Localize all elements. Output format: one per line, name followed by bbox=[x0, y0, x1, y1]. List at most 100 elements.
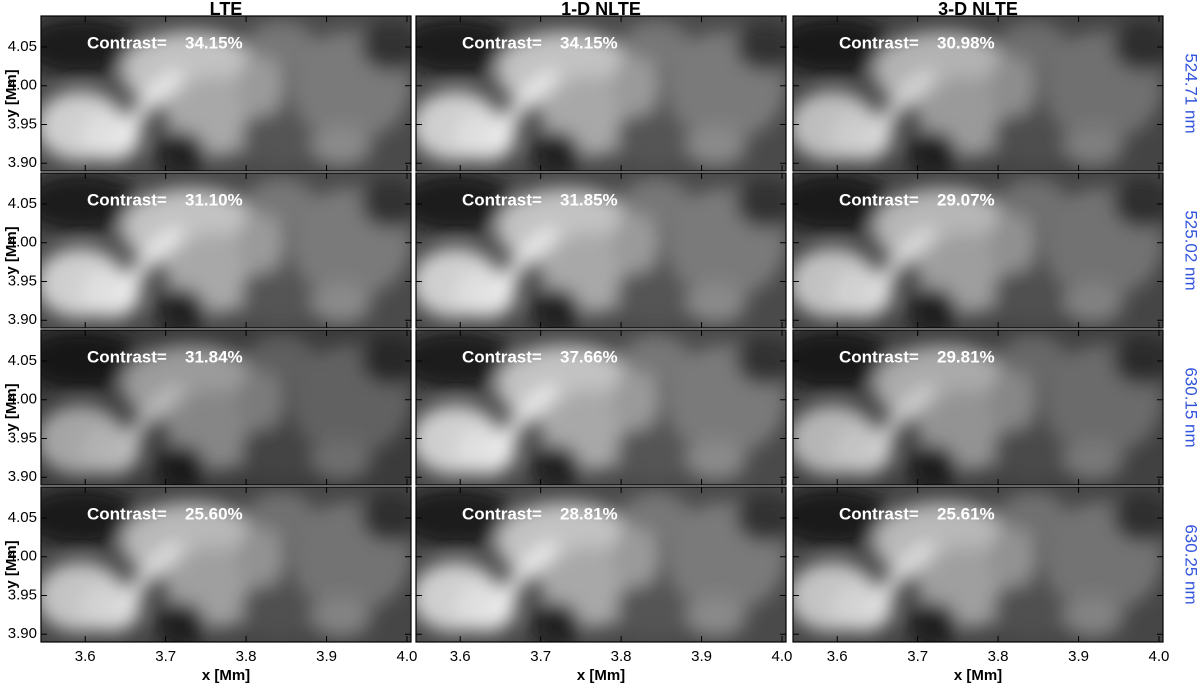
panel-frame bbox=[792, 172, 1164, 329]
y-tick-label: 3.90 bbox=[8, 625, 37, 642]
x-tick-label: 3.9 bbox=[691, 648, 712, 665]
contrast-label: Contrast= bbox=[839, 33, 919, 52]
contrast-label: Contrast= bbox=[462, 347, 542, 366]
panel: Contrast= 29.81% bbox=[792, 329, 1164, 486]
panel: Contrast= 31.10% bbox=[40, 172, 412, 329]
contrast-value: 28.81% bbox=[560, 504, 618, 523]
contrast-label: Contrast= bbox=[462, 504, 542, 523]
y-tick-label: 4.05 bbox=[8, 195, 37, 212]
image-shade bbox=[793, 487, 1163, 642]
panel: Contrast= 25.61% bbox=[792, 486, 1164, 643]
panel: Contrast= 34.15% bbox=[415, 15, 787, 172]
column-title: 3-D NLTE bbox=[938, 0, 1018, 19]
x-tick-label: 3.6 bbox=[75, 648, 96, 665]
column-title: 1-D NLTE bbox=[561, 0, 641, 19]
x-tick-label: 3.9 bbox=[1068, 648, 1089, 665]
contrast-label: Contrast= bbox=[87, 33, 167, 52]
y-axis-label: y [Mm] bbox=[3, 540, 20, 588]
x-tick-label: 3.6 bbox=[827, 648, 848, 665]
contrast-label: Contrast= bbox=[839, 347, 919, 366]
image-shade bbox=[793, 173, 1163, 328]
panel: Contrast= 30.98% bbox=[792, 15, 1164, 172]
panel-frame bbox=[40, 172, 412, 329]
x-tick-label: 3.9 bbox=[316, 648, 337, 665]
image-shade bbox=[793, 330, 1163, 485]
x-tick-label: 3.7 bbox=[907, 648, 928, 665]
panel-frame bbox=[40, 486, 412, 643]
panel-frame bbox=[415, 329, 787, 486]
contrast-value: 37.66% bbox=[560, 347, 618, 366]
contrast-label: Contrast= bbox=[839, 504, 919, 523]
y-tick-label: 4.00 bbox=[8, 391, 37, 408]
y-tick-label: 3.95 bbox=[8, 115, 37, 132]
image-shade bbox=[41, 487, 411, 642]
panel: Contrast= 31.84% bbox=[40, 329, 412, 486]
x-tick-label: 3.7 bbox=[530, 648, 551, 665]
panel-frame bbox=[415, 15, 787, 172]
y-tick-label: 4.05 bbox=[8, 352, 37, 369]
panel: Contrast= 34.15% bbox=[40, 15, 412, 172]
x-axis-label: x [Mm] bbox=[577, 667, 625, 684]
contrast-value: 25.60% bbox=[185, 504, 243, 523]
x-tick-label: 3.8 bbox=[236, 648, 257, 665]
y-tick-label: 3.95 bbox=[8, 429, 37, 446]
panel: Contrast= 28.81% bbox=[415, 486, 787, 643]
contrast-value: 25.61% bbox=[937, 504, 995, 523]
panel-frame bbox=[792, 15, 1164, 172]
panel: Contrast= 25.60% bbox=[40, 486, 412, 643]
contrast-label: Contrast= bbox=[87, 190, 167, 209]
y-tick-label: 3.95 bbox=[8, 272, 37, 289]
contrast-value: 31.10% bbox=[185, 190, 243, 209]
contrast-value: 34.15% bbox=[560, 33, 618, 52]
contrast-label: Contrast= bbox=[839, 190, 919, 209]
y-tick-label: 3.90 bbox=[8, 468, 37, 485]
x-tick-label: 3.7 bbox=[155, 648, 176, 665]
panel: Contrast= 29.07% bbox=[792, 172, 1164, 329]
x-tick-label: 3.6 bbox=[450, 648, 471, 665]
contrast-label: Contrast= bbox=[87, 347, 167, 366]
contrast-value: 29.07% bbox=[937, 190, 995, 209]
panel-frame bbox=[792, 329, 1164, 486]
x-tick-label: 3.8 bbox=[611, 648, 632, 665]
panel-frame bbox=[792, 486, 1164, 643]
y-tick-label: 3.90 bbox=[8, 154, 37, 171]
panel: Contrast= 37.66% bbox=[415, 329, 787, 486]
image-shade bbox=[41, 330, 411, 485]
row-label: 525.02 nm bbox=[1182, 210, 1200, 290]
contrast-value: 29.81% bbox=[937, 347, 995, 366]
panel: Contrast= 31.85% bbox=[415, 172, 787, 329]
y-axis-label: y [Mm] bbox=[3, 226, 20, 274]
column-title: LTE bbox=[210, 0, 243, 19]
row-label: 630.15 nm bbox=[1182, 367, 1200, 447]
y-tick-label: 4.00 bbox=[8, 77, 37, 94]
row-label: 524.71 nm bbox=[1182, 53, 1200, 133]
panel-frame bbox=[40, 329, 412, 486]
y-tick-label: 4.05 bbox=[8, 509, 37, 526]
y-axis-label: y [Mm] bbox=[3, 69, 20, 117]
x-tick-label: 3.8 bbox=[988, 648, 1009, 665]
x-axis-label: x [Mm] bbox=[202, 667, 250, 684]
contrast-label: Contrast= bbox=[462, 33, 542, 52]
panel-frame bbox=[415, 172, 787, 329]
x-tick-label: 4.0 bbox=[772, 648, 793, 665]
y-tick-label: 4.05 bbox=[8, 38, 37, 55]
contrast-label: Contrast= bbox=[87, 504, 167, 523]
y-tick-label: 3.90 bbox=[8, 311, 37, 328]
y-axis-label: y [Mm] bbox=[3, 383, 20, 431]
y-tick-label: 4.00 bbox=[8, 234, 37, 251]
x-axis-label: x [Mm] bbox=[954, 667, 1002, 684]
contrast-value: 31.85% bbox=[560, 190, 618, 209]
y-tick-label: 4.00 bbox=[8, 548, 37, 565]
y-tick-label: 3.95 bbox=[8, 586, 37, 603]
contrast-value: 34.15% bbox=[185, 33, 243, 52]
contrast-value: 31.84% bbox=[185, 347, 243, 366]
contrast-value: 30.98% bbox=[937, 33, 995, 52]
panel-frame bbox=[40, 15, 412, 172]
x-tick-label: 4.0 bbox=[397, 648, 418, 665]
x-tick-label: 4.0 bbox=[1149, 648, 1170, 665]
row-label: 630.25 nm bbox=[1182, 524, 1200, 604]
panel-frame bbox=[415, 486, 787, 643]
contrast-label: Contrast= bbox=[462, 190, 542, 209]
image-shade bbox=[793, 16, 1163, 171]
